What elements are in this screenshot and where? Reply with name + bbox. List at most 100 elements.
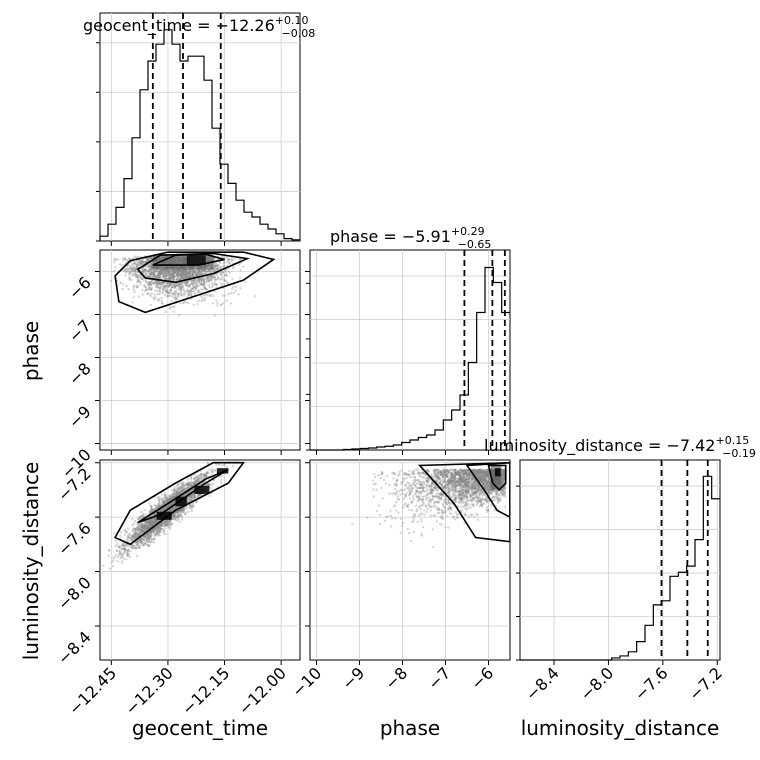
sample-point (158, 271, 162, 274)
sample-point (164, 272, 167, 276)
sample-point (154, 505, 158, 508)
sample-point (141, 515, 144, 518)
sample-point (147, 524, 151, 527)
sample-point (141, 270, 145, 273)
sample-point (197, 299, 200, 303)
sample-point (146, 275, 150, 278)
sample-point (182, 489, 186, 492)
sample-point (181, 272, 184, 276)
panel-frame-2-2 (519, 459, 721, 661)
sample-point (150, 266, 153, 269)
sample-point (148, 535, 151, 538)
sample-point (208, 277, 211, 280)
sample-point (180, 274, 184, 278)
sample-point (129, 270, 132, 273)
sample-point (191, 287, 195, 290)
sample-point (200, 288, 203, 291)
sample-point (208, 494, 211, 498)
sample-point (123, 274, 127, 277)
sample-point (213, 275, 216, 279)
sample-point (163, 272, 166, 275)
sample-point (185, 270, 189, 273)
sample-point (185, 282, 189, 285)
sample-point (150, 287, 154, 291)
sample-point (229, 291, 233, 295)
sample-point (162, 275, 165, 279)
sample-point (234, 289, 238, 292)
sample-point (212, 276, 215, 279)
sample-point (187, 280, 190, 283)
sample-point (163, 285, 167, 288)
sample-point (182, 273, 185, 277)
sample-point (176, 270, 180, 273)
sample-point (197, 269, 201, 272)
sample-point (166, 271, 170, 274)
sample-point (133, 527, 136, 530)
sample-point (181, 272, 185, 275)
sample-point (167, 270, 171, 273)
sample-point (186, 482, 189, 485)
sample-point (185, 483, 188, 487)
sample-point (126, 259, 129, 262)
sample-point (175, 268, 178, 272)
sample-point (184, 269, 187, 273)
sample-point (172, 269, 175, 272)
sample-point (179, 292, 182, 295)
sample-point (139, 531, 142, 534)
sample-point (237, 293, 240, 296)
sample-point (147, 257, 150, 260)
sample-point (159, 271, 163, 274)
sample-point (208, 269, 211, 272)
sample-point (188, 285, 191, 289)
sample-point (149, 262, 152, 265)
sample-point (138, 261, 142, 264)
sample-point (100, 554, 102, 558)
sample-point (174, 296, 177, 299)
sample-point (175, 270, 179, 274)
sample-point (165, 281, 169, 285)
sample-point (160, 497, 163, 500)
sample-point (161, 275, 165, 278)
sample-point (173, 512, 176, 516)
sample-point (171, 269, 174, 272)
sample-point (187, 272, 190, 276)
sample-point (204, 296, 207, 300)
sample-point (153, 274, 156, 277)
sample-point (111, 556, 114, 559)
sample-point (118, 263, 122, 266)
sample-point (170, 277, 173, 281)
sample-point (185, 274, 188, 277)
sample-point (157, 280, 160, 284)
sample-point (173, 285, 177, 289)
sample-point (125, 549, 129, 552)
sample-point (164, 289, 167, 293)
sample-point (212, 470, 215, 473)
sample-point (156, 273, 160, 276)
sample-point (189, 275, 192, 279)
sample-point (179, 286, 183, 289)
sample-point (123, 257, 126, 261)
sample-point (158, 289, 161, 293)
sample-point (159, 281, 162, 284)
sample-point (230, 287, 234, 290)
sample-point (145, 521, 148, 524)
sample-point (176, 269, 180, 272)
sample-point (150, 265, 153, 268)
sample-point (122, 283, 125, 286)
sample-point (181, 483, 184, 487)
sample-point (189, 269, 193, 272)
sample-point (133, 544, 136, 548)
sample-point (196, 271, 200, 274)
sample-point (178, 277, 181, 280)
sample-point (190, 274, 194, 277)
sample-point (159, 271, 162, 274)
sample-point (181, 269, 184, 272)
sample-point (211, 472, 214, 475)
sample-point (190, 294, 193, 297)
sample-point (126, 270, 129, 273)
sample-point (122, 257, 125, 260)
sample-point (192, 482, 196, 486)
sample-point (201, 282, 204, 286)
sample-point (150, 504, 153, 508)
sample-point (172, 508, 175, 511)
